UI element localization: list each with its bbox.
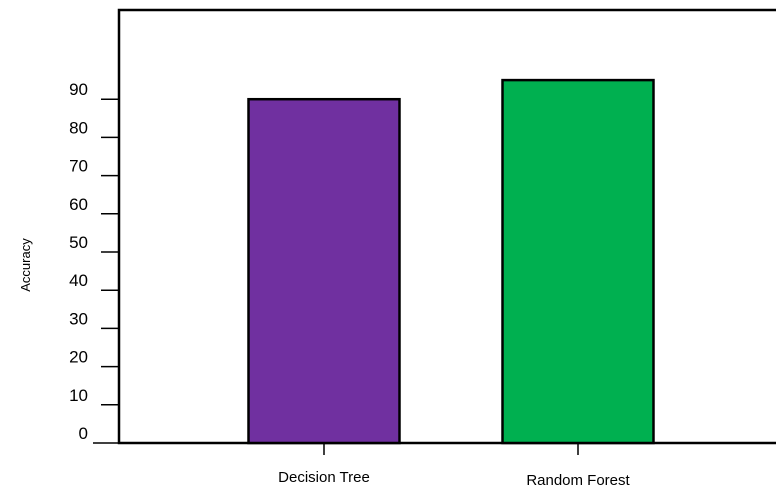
y-axis: 0 10 20 30 40 50 60 70 80 90 (69, 80, 119, 444)
y-axis-title: Accuracy (18, 238, 33, 292)
y-tick-label: 40 (69, 271, 88, 290)
y-tick-label: 60 (69, 195, 88, 214)
y-tick-label: 30 (69, 309, 88, 328)
bars (247, 78, 655, 445)
y-tick-label: 70 (69, 157, 88, 176)
x-axis: Decision Tree Random Forest (278, 443, 631, 489)
x-category-label: Random Forest (526, 472, 630, 489)
plot-area-frame (117, 8, 776, 445)
y-tick-label: 90 (69, 80, 88, 99)
x-category-label: Decision Tree (278, 469, 370, 486)
y-tick-label: 20 (69, 348, 88, 367)
bar-decision-tree (247, 97, 401, 445)
y-tick-label: 0 (79, 424, 88, 443)
bar-random-forest (501, 78, 655, 445)
y-tick-label: 50 (69, 233, 88, 252)
y-tick-label: 10 (69, 386, 88, 405)
y-tick-label: 80 (69, 118, 88, 137)
